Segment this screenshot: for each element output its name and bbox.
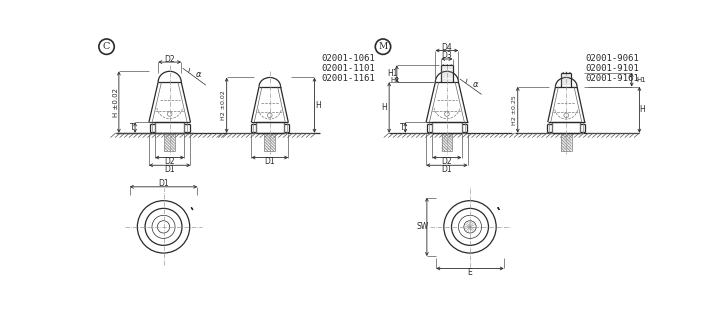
Text: D3: D3 [441, 51, 452, 61]
Text: H ±0.02: H ±0.02 [113, 88, 119, 117]
Text: 02001-1161: 02001-1161 [321, 74, 375, 83]
Text: D4: D4 [441, 43, 452, 52]
Text: 02001-9061: 02001-9061 [585, 54, 639, 63]
Text: C: C [103, 42, 111, 51]
Text: D2: D2 [164, 157, 175, 166]
Text: H2 ±0.25: H2 ±0.25 [512, 95, 517, 125]
Text: D1: D1 [265, 157, 275, 166]
Text: α: α [196, 70, 201, 79]
Polygon shape [191, 207, 193, 210]
Polygon shape [498, 207, 499, 210]
Text: 02001-1101: 02001-1101 [321, 64, 375, 73]
Text: D2: D2 [164, 55, 175, 64]
Text: H2 ±0.02: H2 ±0.02 [221, 90, 226, 120]
Text: E: E [467, 268, 473, 277]
Text: D1: D1 [164, 165, 175, 173]
Text: D1: D1 [158, 179, 169, 188]
Text: D1: D1 [441, 165, 452, 173]
Text: H: H [640, 105, 646, 114]
Text: T: T [400, 123, 404, 132]
Text: H: H [316, 101, 321, 110]
Text: D2: D2 [441, 157, 452, 166]
Text: H1: H1 [387, 69, 398, 78]
Text: 02001-9161: 02001-9161 [585, 74, 639, 83]
Text: H: H [381, 103, 387, 112]
Text: SW: SW [417, 222, 429, 232]
Text: 02001-9101: 02001-9101 [585, 64, 639, 73]
Text: 02001-1061: 02001-1061 [321, 54, 375, 63]
Text: α: α [473, 80, 478, 89]
Text: H1: H1 [390, 77, 400, 83]
Text: M: M [378, 42, 387, 51]
Text: T: T [129, 123, 134, 132]
Text: H1: H1 [636, 77, 646, 83]
